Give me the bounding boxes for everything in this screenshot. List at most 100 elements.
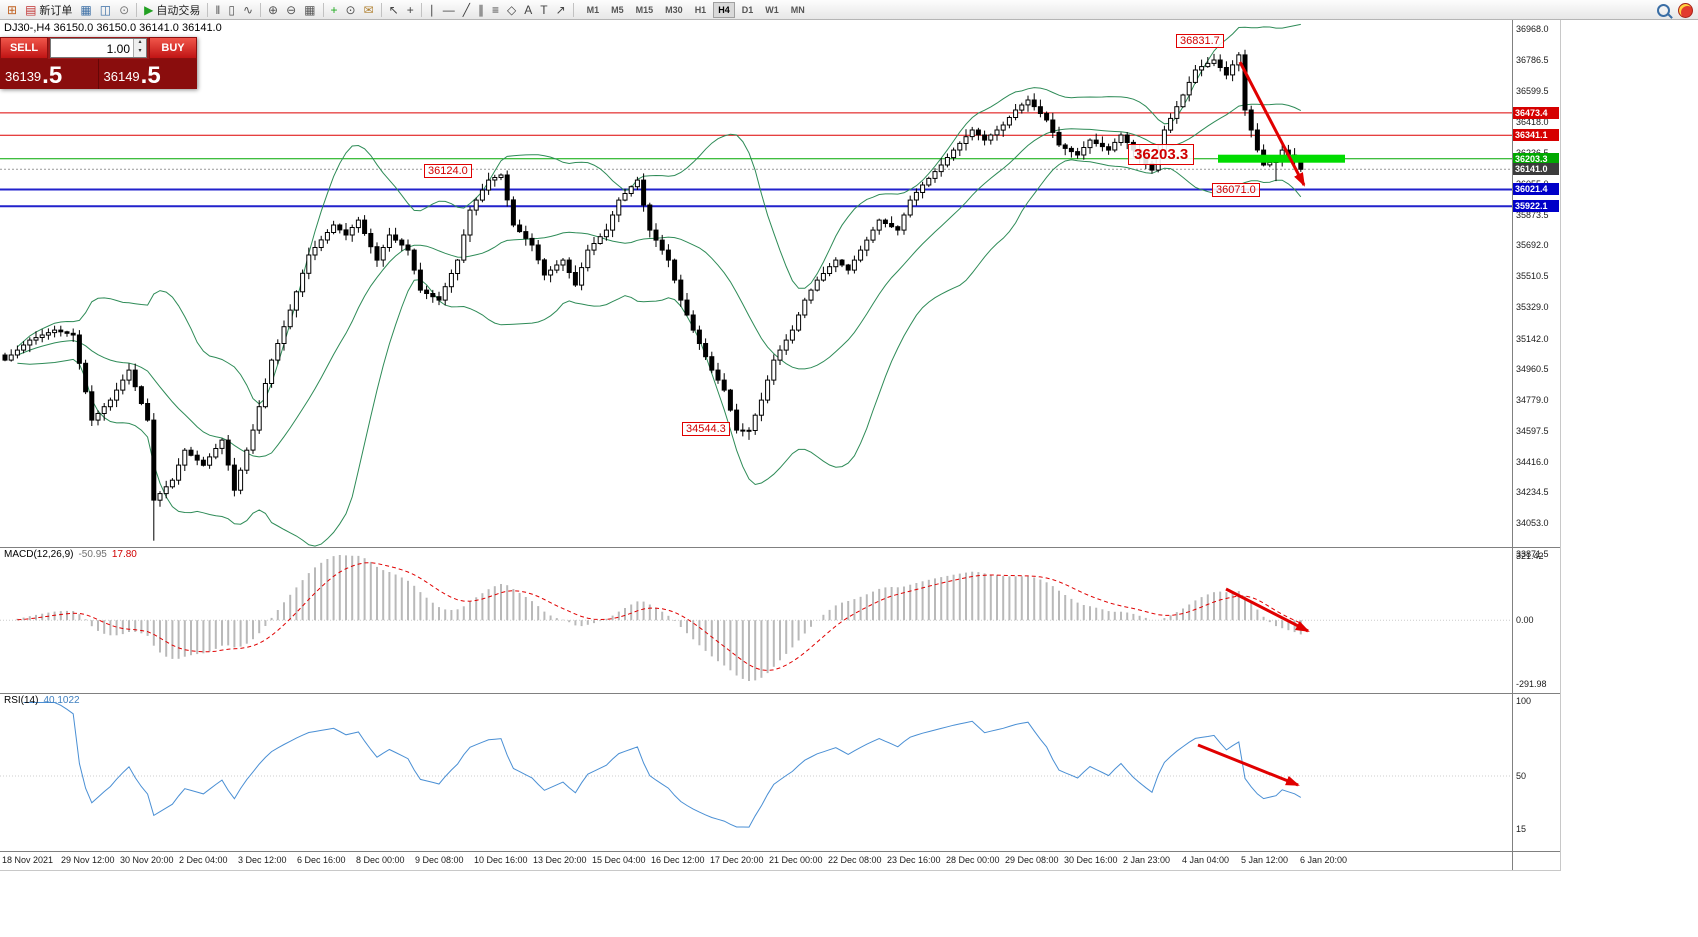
zoom-in-icon[interactable]: ⊕ [264, 0, 282, 20]
autotrade-button[interactable]: ▶ 自动交易 [140, 0, 204, 20]
macd-axis[interactable]: 321.42 0.00 -291.98 [1513, 547, 1560, 693]
strategy-tester-icon[interactable]: ⊙ [115, 0, 133, 20]
text-icon: A [524, 2, 533, 17]
macd-axis-label: 0.00 [1516, 615, 1534, 625]
annotation-level-36203[interactable]: 36203.3 [1128, 144, 1195, 165]
new-order-button[interactable]: ▤ 新订单 [21, 0, 76, 20]
main-toolbar: ⊞ ▤ 新订单 ▦ ◫ ⊙ ▶ 自动交易 ‖ ▯ ∿ ⊕ ⊖ ▦ + ⊙ ✉ ↖ + ∣ ― ╱ ∥ ≡ ◇ A T ↗ M1 M5 M1… [0, 0, 1698, 20]
timeframe-m5-button[interactable]: M5 [611, 4, 624, 15]
rsi-axis[interactable]: 100 50 15 [1513, 693, 1560, 851]
time-axis-label: 8 Dec 00:00 [356, 855, 405, 865]
profiles-icon[interactable]: ◫ [96, 0, 115, 20]
price-axis-label: 36599.5 [1516, 86, 1549, 96]
price-axis[interactable]: 36968.036786.536599.536418.036236.536055… [1513, 20, 1560, 559]
toolbar-separator [420, 2, 422, 17]
buy-button[interactable]: BUY [149, 37, 197, 59]
line-chart-icon[interactable]: ∿ [239, 0, 257, 20]
tile-windows-icon: ▦ [304, 2, 316, 17]
toolbar-separator [207, 2, 209, 17]
price-tag: 36473.4 [1513, 107, 1559, 119]
rsi-indicator-canvas[interactable] [0, 693, 1512, 851]
sell-price[interactable]: 36139 .5 [0, 59, 99, 89]
fibonacci-icon[interactable]: ≡ [488, 0, 503, 20]
timeframe-mn-button[interactable]: MN [790, 4, 805, 15]
toolbar-separator [380, 2, 382, 17]
hline-icon: ― [442, 2, 455, 17]
macd-indicator-canvas[interactable] [0, 547, 1512, 693]
label-icon: T [540, 2, 548, 17]
community-icon[interactable] [1678, 3, 1693, 18]
annotation-level-36124[interactable]: 36124.0 [424, 164, 472, 178]
new-chart-icon[interactable]: ⊞ [3, 0, 21, 20]
autotrade-button-label: 自动交易 [156, 4, 201, 17]
buy-price-small: 36149 [103, 69, 140, 84]
toolbar-button-group: ⊞ ▤ 新订单 ▦ ◫ ⊙ ▶ 自动交易 ‖ ▯ ∿ ⊕ ⊖ ▦ + ⊙ ✉ ↖ + ∣ ― ╱ ∥ ≡ ◇ A T ↗ [3, 0, 577, 20]
cursor-icon[interactable]: ↖ [385, 0, 403, 20]
add-indicator-icon[interactable]: + [327, 0, 342, 20]
volume-value[interactable]: 1.00 [106, 42, 130, 56]
arrows-icon[interactable]: ↗ [552, 0, 570, 20]
volume-stepper[interactable]: ▴ ▾ [133, 39, 146, 57]
timeframe-w1-button[interactable]: W1 [765, 4, 779, 15]
timeframe-m15-button[interactable]: M15 [635, 4, 654, 15]
new-order-button: ▤ [25, 2, 37, 17]
vline-icon[interactable]: ∣ [425, 0, 439, 20]
periods-icon[interactable]: ⊙ [342, 0, 360, 20]
main-chart-canvas[interactable] [0, 20, 1512, 547]
macd-main-value: -50.95 [78, 549, 107, 560]
price-axis-label: 36418.0 [1516, 117, 1549, 127]
crosshair-icon[interactable]: + [403, 0, 418, 20]
candles-icon[interactable]: ▯ [224, 0, 239, 20]
shapes-icon[interactable]: ◇ [503, 0, 520, 20]
channel-icon[interactable]: ∥ [474, 0, 488, 20]
timeframe-d1-button[interactable]: D1 [741, 4, 754, 15]
zoom-out-icon: ⊖ [286, 2, 297, 17]
price-tag: 35922.1 [1513, 200, 1559, 212]
sell-button[interactable]: SELL [0, 37, 48, 59]
time-axis-label: 5 Jan 12:00 [1241, 855, 1289, 865]
time-axis-label: 30 Nov 20:00 [120, 855, 174, 865]
layouts-icon[interactable]: ▦ [76, 0, 95, 20]
time-axis-label: 2 Jan 23:00 [1123, 855, 1171, 865]
toolbar-separator [322, 2, 324, 17]
price-axis-label: 35142.0 [1516, 334, 1549, 344]
buy-price[interactable]: 36149 .5 [99, 59, 198, 89]
time-axis-label: 22 Dec 08:00 [828, 855, 882, 865]
macd-axis-label: -291.98 [1516, 679, 1547, 689]
volume-up-icon[interactable]: ▴ [138, 39, 142, 45]
mail-icon: ✉ [363, 2, 374, 17]
volume-input[interactable]: 1.00 ▴ ▾ [50, 38, 147, 58]
hline-icon[interactable]: ― [439, 0, 459, 20]
label-icon[interactable]: T [536, 0, 551, 20]
rsi-axis-label: 15 [1516, 824, 1527, 834]
timeframe-h1-button[interactable]: H1 [694, 4, 707, 15]
mail-icon[interactable]: ✉ [360, 0, 378, 20]
one-click-trading-panel: SELL 1.00 ▴ ▾ BUY 36139 .5 36149 .5 [0, 37, 197, 89]
search-icon[interactable] [1657, 4, 1670, 17]
annotation-bottom-34544[interactable]: 34544.3 [682, 422, 730, 436]
pane-separator[interactable] [0, 693, 1560, 694]
zoom-out-icon[interactable]: ⊖ [282, 0, 300, 20]
annotation-low-36071[interactable]: 36071.0 [1212, 183, 1260, 197]
add-indicator-icon: + [330, 2, 338, 17]
pane-separator[interactable] [0, 547, 1560, 548]
time-axis-label: 6 Dec 16:00 [297, 855, 346, 865]
volume-down-icon[interactable]: ▾ [138, 48, 142, 54]
timeframe-h4-button[interactable]: H4 [713, 1, 735, 18]
trendline-icon[interactable]: ╱ [459, 0, 474, 20]
bars-icon[interactable]: ‖ [211, 0, 224, 20]
tile-windows-icon[interactable]: ▦ [300, 0, 319, 20]
trade-panel-quotes: 36139 .5 36149 .5 [0, 59, 197, 89]
rsi-name: RSI(14) [4, 695, 39, 706]
time-axis-label: 23 Dec 16:00 [887, 855, 941, 865]
timeframe-m1-button[interactable]: M1 [586, 4, 600, 15]
annotation-peak-price[interactable]: 36831.7 [1176, 34, 1224, 48]
text-icon[interactable]: A [520, 0, 536, 20]
price-axis-label: 35692.0 [1516, 240, 1549, 250]
time-axis-label: 18 Nov 2021 [2, 855, 54, 865]
sell-price-small: 36139 [5, 69, 42, 84]
toolbar-separator [136, 2, 138, 17]
timeframe-m30-button[interactable]: M30 [665, 4, 683, 15]
time-axis[interactable]: 18 Nov 2021 29 Nov 12:00 30 Nov 20:00 2 Dec… [0, 851, 1560, 870]
price-axis-label: 34053.0 [1516, 518, 1549, 528]
